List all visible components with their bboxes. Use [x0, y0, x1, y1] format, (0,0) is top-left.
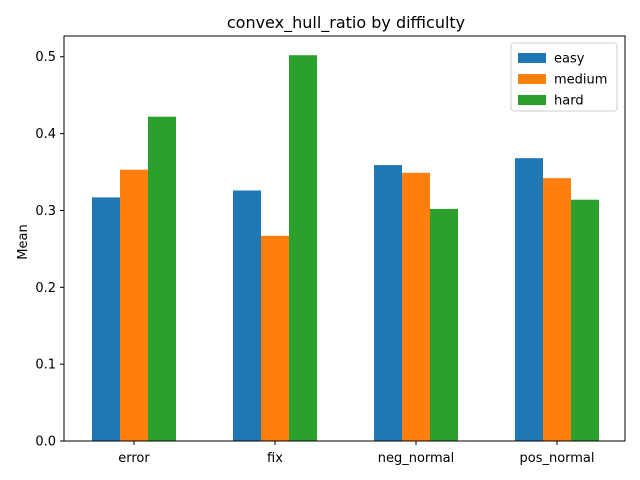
x-tick-label: pos_normal: [519, 451, 594, 466]
legend: easy medium hard: [510, 42, 618, 112]
y-tick-label: 0.1: [35, 358, 56, 373]
y-tick-label: 0.3: [35, 204, 56, 219]
legend-label-easy: easy: [554, 52, 585, 67]
x-tick-label: error: [118, 451, 150, 466]
x-tick-label: fix: [267, 451, 283, 466]
bar-easy-neg_normal: [374, 165, 402, 441]
legend-label-medium: medium: [554, 73, 607, 88]
chart-title: convex_hull_ratio by difficulty: [227, 13, 465, 33]
y-tick-label: 0.4: [35, 127, 56, 142]
legend-label-hard: hard: [554, 94, 584, 109]
legend-swatch-easy: [518, 53, 546, 63]
bar-hard-pos_normal: [571, 199, 599, 441]
y-tick-label: 0.2: [35, 281, 56, 296]
y-tick-label: 0.0: [35, 435, 56, 450]
x-tick-label: neg_normal: [378, 451, 455, 466]
bar-easy-fix: [233, 190, 261, 441]
bar-hard-neg_normal: [430, 208, 458, 441]
bar-medium-neg_normal: [402, 172, 430, 442]
y-axis-label: Mean: [16, 224, 31, 259]
y-axis: 0.0 0.1 0.2 0.3 0.4 0.5: [35, 50, 64, 450]
legend-swatch-hard: [518, 95, 546, 105]
bar-medium-error: [120, 169, 148, 441]
bar-medium-fix: [261, 235, 289, 441]
x-axis: error fix neg_normal pos_normal: [118, 441, 595, 466]
bar-easy-pos_normal: [515, 158, 543, 441]
bar-hard-fix: [289, 55, 317, 441]
bar-hard-error: [148, 116, 176, 441]
legend-swatch-medium: [518, 74, 546, 84]
bar-medium-pos_normal: [543, 178, 571, 441]
bar-easy-error: [92, 197, 120, 441]
plot-area: [92, 55, 599, 442]
y-tick-label: 0.5: [35, 50, 56, 65]
plot-frame: [63, 35, 626, 442]
